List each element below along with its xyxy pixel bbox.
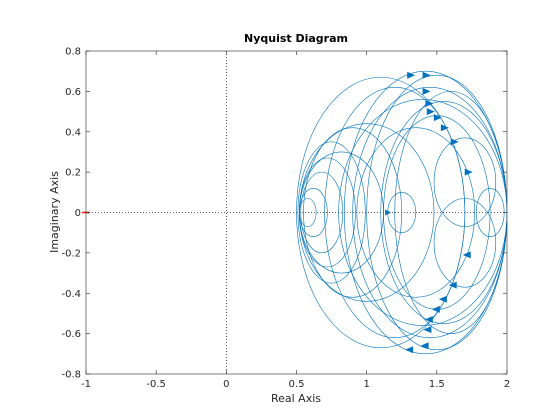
y-tick-label: 0.2 xyxy=(65,168,81,179)
arrow-marker-12 xyxy=(424,315,433,323)
arrow-marker-7 xyxy=(450,138,459,146)
nyquist-loop-3 xyxy=(380,101,507,324)
nyquist-loop-21 xyxy=(299,151,384,274)
y-ticks: -0.8 -0.6 -0.4 -0.2 0 0.2 0.4 0.6 0.8 xyxy=(61,47,507,381)
nyquist-loop-0 xyxy=(366,74,507,351)
y-tick-label: -0.4 xyxy=(61,289,81,300)
nyquist-loop-19 xyxy=(394,91,507,334)
arrow-marker-17 xyxy=(385,209,392,216)
arrow-marker-10 xyxy=(420,342,429,350)
nyquist-loop-5 xyxy=(356,127,476,298)
chart-title: Nyquist Diagram xyxy=(244,32,348,45)
direction-arrows xyxy=(385,71,473,354)
y-tick-label: -0.2 xyxy=(61,248,81,259)
x-ticks: -1 -0.5 0 0.5 1 1.5 2 xyxy=(81,51,510,390)
nyquist-loop-7 xyxy=(296,76,466,349)
x-tick-label: 0 xyxy=(223,379,229,390)
x-tick-label: 1 xyxy=(363,379,369,390)
arrow-marker-14 xyxy=(438,295,447,303)
x-axis-label: Real Axis xyxy=(271,392,321,405)
y-tick-label: 0 xyxy=(75,208,81,219)
arrow-marker-2 xyxy=(422,87,431,95)
nyquist-curves xyxy=(296,70,507,355)
arrow-marker-3 xyxy=(425,99,434,107)
x-tick-label: -0.5 xyxy=(146,379,166,390)
nyquist-loop-16 xyxy=(433,137,497,227)
arrow-marker-11 xyxy=(423,326,432,334)
x-tick-label: 0.5 xyxy=(289,379,305,390)
nyquist-loop-11 xyxy=(300,171,344,254)
nyquist-loop-14 xyxy=(303,127,403,298)
arrow-marker-13 xyxy=(431,305,440,313)
y-tick-label: -0.8 xyxy=(61,370,81,381)
arrow-marker-8 xyxy=(464,168,473,176)
arrow-marker-9 xyxy=(405,346,414,354)
y-tick-label: 0.8 xyxy=(65,47,81,58)
y-tick-label: 0.6 xyxy=(65,87,81,98)
x-tick-label: 2 xyxy=(504,379,510,390)
arrow-marker-16 xyxy=(462,251,471,259)
nyquist-loop-9 xyxy=(297,141,366,284)
arrow-marker-1 xyxy=(422,71,431,79)
y-axis-label: Imaginary Axis xyxy=(48,171,61,253)
y-tick-label: -0.6 xyxy=(61,329,81,340)
arrow-marker-15 xyxy=(448,281,457,289)
y-tick-label: 0.4 xyxy=(65,127,81,138)
arrow-marker-0 xyxy=(407,71,416,79)
arrow-marker-5 xyxy=(433,114,442,122)
x-tick-label: 1.5 xyxy=(429,379,445,390)
nyquist-loop-1 xyxy=(352,87,507,338)
nyquist-loop-17 xyxy=(433,198,497,288)
arrow-marker-4 xyxy=(426,108,435,116)
arrow-marker-6 xyxy=(440,124,449,132)
x-tick-label: -1 xyxy=(81,379,91,390)
